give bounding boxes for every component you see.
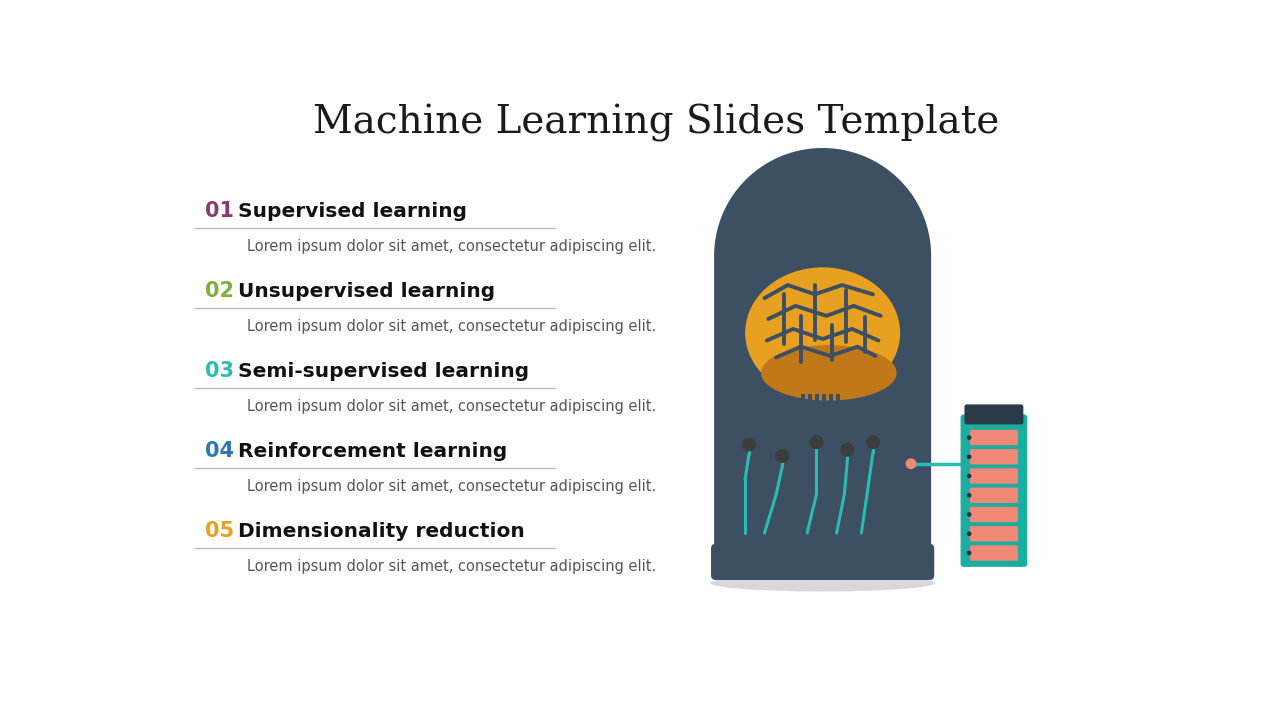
Text: Lorem ipsum dolor sit amet, consectetur adipiscing elit.: Lorem ipsum dolor sit amet, consectetur … [247,480,657,495]
Text: Lorem ipsum dolor sit amet, consectetur adipiscing elit.: Lorem ipsum dolor sit amet, consectetur … [247,239,657,254]
Text: Lorem ipsum dolor sit amet, consectetur adipiscing elit.: Lorem ipsum dolor sit amet, consectetur … [247,399,657,414]
Text: Unsupervised learning: Unsupervised learning [238,282,494,301]
Text: 04: 04 [205,441,234,462]
Text: Machine Learning Slides Template: Machine Learning Slides Template [312,104,1000,143]
FancyBboxPatch shape [970,526,1018,541]
Circle shape [966,435,972,440]
Text: 02: 02 [205,282,234,301]
Text: Reinforcement learning: Reinforcement learning [238,442,507,461]
Bar [836,395,840,408]
Circle shape [966,454,972,459]
Ellipse shape [745,267,900,398]
Circle shape [966,493,972,498]
Ellipse shape [762,345,896,400]
Circle shape [867,435,879,449]
FancyBboxPatch shape [970,545,1018,561]
FancyBboxPatch shape [970,507,1018,522]
FancyBboxPatch shape [970,430,1018,445]
Text: Semi-supervised learning: Semi-supervised learning [238,361,529,381]
FancyBboxPatch shape [970,468,1018,484]
Circle shape [776,449,790,463]
Text: Lorem ipsum dolor sit amet, consectetur adipiscing elit.: Lorem ipsum dolor sit amet, consectetur … [247,559,657,575]
Text: 01: 01 [205,201,234,221]
Polygon shape [714,148,931,549]
FancyBboxPatch shape [970,449,1018,464]
Text: 05: 05 [205,521,234,541]
FancyBboxPatch shape [964,405,1023,424]
Text: 03: 03 [205,361,234,382]
Bar [801,395,805,408]
Ellipse shape [710,575,934,592]
Circle shape [966,512,972,517]
Text: Dimensionality reduction: Dimensionality reduction [238,522,525,541]
Text: Lorem ipsum dolor sit amet, consectetur adipiscing elit.: Lorem ipsum dolor sit amet, consectetur … [247,319,657,334]
Circle shape [742,438,756,451]
Circle shape [809,435,823,449]
Bar [822,395,826,408]
Circle shape [966,531,972,536]
Circle shape [841,443,855,456]
FancyBboxPatch shape [970,487,1018,503]
FancyBboxPatch shape [710,544,934,580]
Circle shape [966,474,972,478]
Bar [815,395,819,408]
Circle shape [905,459,916,469]
Text: Supervised learning: Supervised learning [238,202,466,220]
FancyBboxPatch shape [960,415,1028,567]
Bar [808,395,812,408]
Bar [829,395,833,408]
Circle shape [966,551,972,555]
